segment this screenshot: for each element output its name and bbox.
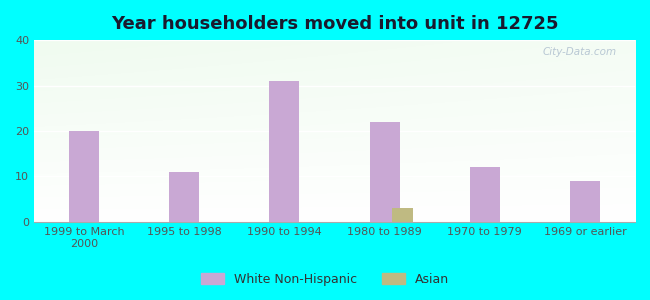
Bar [69, 131, 99, 222]
Bar [470, 167, 500, 222]
Bar [370, 122, 400, 222]
Legend: White Non-Hispanic, Asian: White Non-Hispanic, Asian [196, 268, 454, 291]
Bar [169, 172, 200, 222]
Bar [392, 208, 413, 222]
Text: City-Data.com: City-Data.com [543, 47, 617, 57]
Title: Year householders moved into unit in 12725: Year householders moved into unit in 127… [111, 15, 558, 33]
Bar [269, 81, 300, 222]
Bar [570, 181, 600, 222]
